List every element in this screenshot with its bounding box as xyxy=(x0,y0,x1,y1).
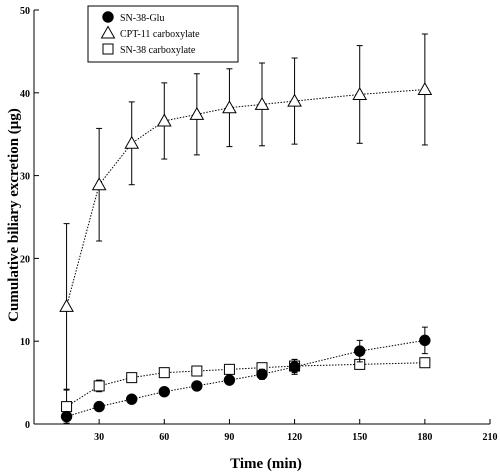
y-tick-label: 30 xyxy=(20,172,30,183)
y-tick-label: 0 xyxy=(25,420,30,431)
data-point xyxy=(91,177,107,191)
series xyxy=(60,326,431,423)
data-point xyxy=(288,361,301,373)
y-tick-label: 50 xyxy=(20,6,30,17)
y-tick-label: 20 xyxy=(20,254,30,265)
data-point xyxy=(124,135,140,149)
data-point xyxy=(189,106,205,120)
x-tick-label: 120 xyxy=(287,432,302,443)
series xyxy=(59,33,433,390)
data-point xyxy=(191,365,203,377)
data-point xyxy=(417,81,433,95)
x-tick-label: 60 xyxy=(159,432,169,443)
data-point xyxy=(126,393,138,405)
data-point xyxy=(126,372,138,384)
legend-marker xyxy=(102,43,114,55)
data-point xyxy=(93,380,105,392)
axes: 30 60 90 120 150 180 210 0 10 20 30 40 50 xyxy=(20,6,498,443)
series xyxy=(61,357,431,424)
series-line xyxy=(66,339,425,418)
x-tick-label: 30 xyxy=(94,432,104,443)
data-point xyxy=(419,334,431,347)
legend-marker xyxy=(100,25,116,39)
data-point xyxy=(158,386,170,398)
x-tick-label: 180 xyxy=(417,432,432,443)
legend-marker xyxy=(102,11,114,23)
y-tick-label: 40 xyxy=(20,89,30,100)
data-point xyxy=(59,298,74,312)
legend-label: SN-38 carboxylate xyxy=(120,45,196,56)
data-point xyxy=(156,113,172,127)
series-line xyxy=(66,362,425,408)
data-point xyxy=(223,374,236,386)
y-tick-label: 10 xyxy=(20,337,30,348)
data-point xyxy=(287,93,302,107)
data-point xyxy=(158,367,170,379)
data-point xyxy=(223,363,235,375)
series-line xyxy=(66,88,425,307)
data-point xyxy=(354,345,366,357)
x-tick-label: 150 xyxy=(352,432,367,443)
y-axis-title: Cumulative biliary excretion (μg) xyxy=(6,108,22,322)
x-axis-title: Time (min) xyxy=(230,456,302,472)
data-point xyxy=(60,410,73,423)
data-point xyxy=(191,380,203,392)
x-tick-label: 210 xyxy=(483,432,498,443)
data-point xyxy=(61,401,73,413)
legend-label: SN-38-Glu xyxy=(120,13,164,24)
data-point xyxy=(419,357,431,369)
x-tick-label: 90 xyxy=(224,432,234,443)
data-point xyxy=(93,400,105,413)
data-point xyxy=(222,100,237,114)
legend: SN-38-Glu CPT-11 carboxylate SN-38 carboxy… xyxy=(87,5,239,63)
data-point xyxy=(254,96,270,110)
data-point xyxy=(256,368,268,381)
legend-label: CPT-11 carboxylate xyxy=(120,29,200,40)
plot-area xyxy=(59,33,433,424)
data-point xyxy=(352,86,368,100)
